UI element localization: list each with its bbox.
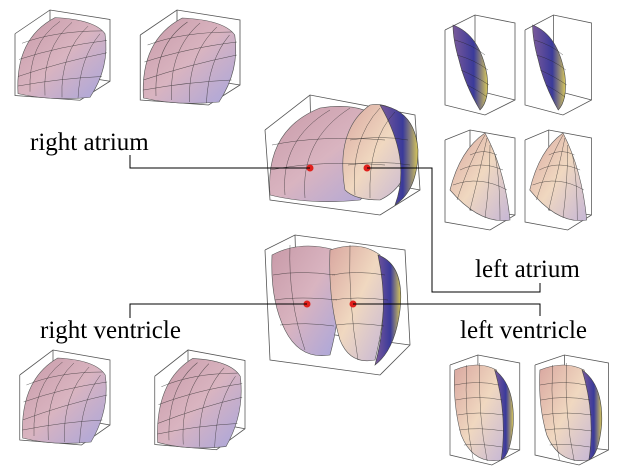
label: right atrium: [30, 129, 149, 156]
shape-view: [20, 350, 110, 445]
shape-view: [525, 15, 592, 115]
shape-view: [535, 355, 609, 465]
shape-view: [525, 130, 592, 230]
shape-view: [15, 10, 110, 100]
heart-atria: [265, 95, 420, 215]
shape-view: [450, 355, 520, 465]
heart-ventricles: [265, 235, 410, 375]
shape-view: [140, 10, 240, 105]
figure: right atrium left atrium right ventricle…: [0, 0, 631, 470]
shape-view: [445, 15, 515, 115]
left-atrium-views: [445, 15, 592, 230]
shape-view: [445, 130, 515, 230]
label: left atrium: [475, 256, 580, 283]
right-ventricle-views: [20, 350, 245, 450]
left-ventricle-views: [450, 355, 609, 465]
shape-view: [155, 350, 245, 450]
label: right ventricle: [40, 317, 181, 344]
right-atrium-views: [15, 10, 240, 105]
label: left ventricle: [460, 317, 587, 344]
